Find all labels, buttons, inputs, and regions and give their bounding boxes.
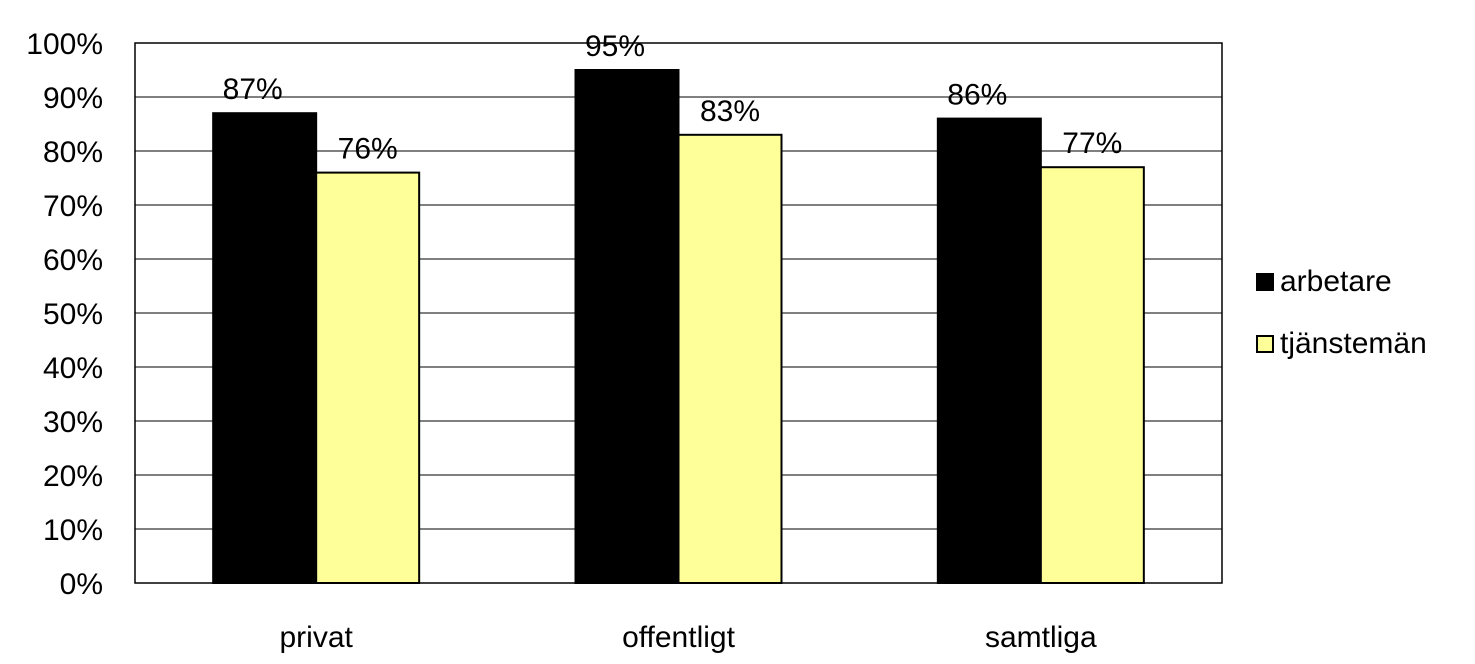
data-label: 86% bbox=[947, 79, 1007, 112]
bar-arbetare-samtliga bbox=[936, 117, 1042, 584]
x-tick-label: offentligt bbox=[622, 621, 736, 654]
legend-swatch-tjanstemann bbox=[1256, 335, 1274, 353]
bars bbox=[212, 69, 1145, 585]
data-label: 83% bbox=[700, 95, 760, 128]
legend-item-tjanstemann: tjänstemän bbox=[1256, 327, 1427, 361]
data-label: 76% bbox=[338, 133, 398, 166]
bar-tjänstemän-offentligt bbox=[677, 133, 783, 585]
y-tick-label: 50% bbox=[43, 298, 103, 331]
y-tick-label: 100% bbox=[26, 28, 103, 61]
y-tick-label: 90% bbox=[43, 82, 103, 115]
legend-swatch-arbetare bbox=[1256, 273, 1274, 291]
y-tick-label: 70% bbox=[43, 190, 103, 223]
y-tick-label: 40% bbox=[43, 352, 103, 385]
data-label: 87% bbox=[223, 73, 283, 106]
data-label: 77% bbox=[1062, 127, 1122, 160]
x-axis-ticks: privat offentligt samtliga bbox=[279, 621, 1097, 654]
legend-item-arbetare: arbetare bbox=[1256, 265, 1392, 299]
y-tick-label: 20% bbox=[43, 460, 103, 493]
data-labels: 87% 76% 95% 83% 86% 77% bbox=[223, 30, 1123, 166]
x-tick-label: samtliga bbox=[985, 621, 1097, 654]
y-axis-ticks: 0% 10% 20% 30% 40% 50% 60% 70% 80% 90% 100% bbox=[26, 28, 103, 601]
bar-tjänstemän-samtliga bbox=[1039, 166, 1145, 584]
bar-tjänstemän-privat bbox=[315, 171, 421, 584]
y-tick-label: 0% bbox=[60, 568, 103, 601]
bar-arbetare-offentligt bbox=[574, 69, 680, 584]
bar-arbetare-privat bbox=[212, 112, 318, 584]
legend-label-tjanstemann: tjänstemän bbox=[1280, 327, 1427, 360]
y-tick-label: 80% bbox=[43, 136, 103, 169]
plot-area-border bbox=[134, 42, 1223, 584]
data-label: 95% bbox=[585, 30, 645, 63]
y-tick-label: 30% bbox=[43, 406, 103, 439]
y-tick-label: 60% bbox=[43, 244, 103, 277]
x-tick-label: privat bbox=[279, 621, 353, 654]
plot-frame bbox=[134, 42, 1223, 584]
legend-label-arbetare: arbetare bbox=[1280, 265, 1392, 298]
y-tick-label: 10% bbox=[43, 514, 103, 547]
